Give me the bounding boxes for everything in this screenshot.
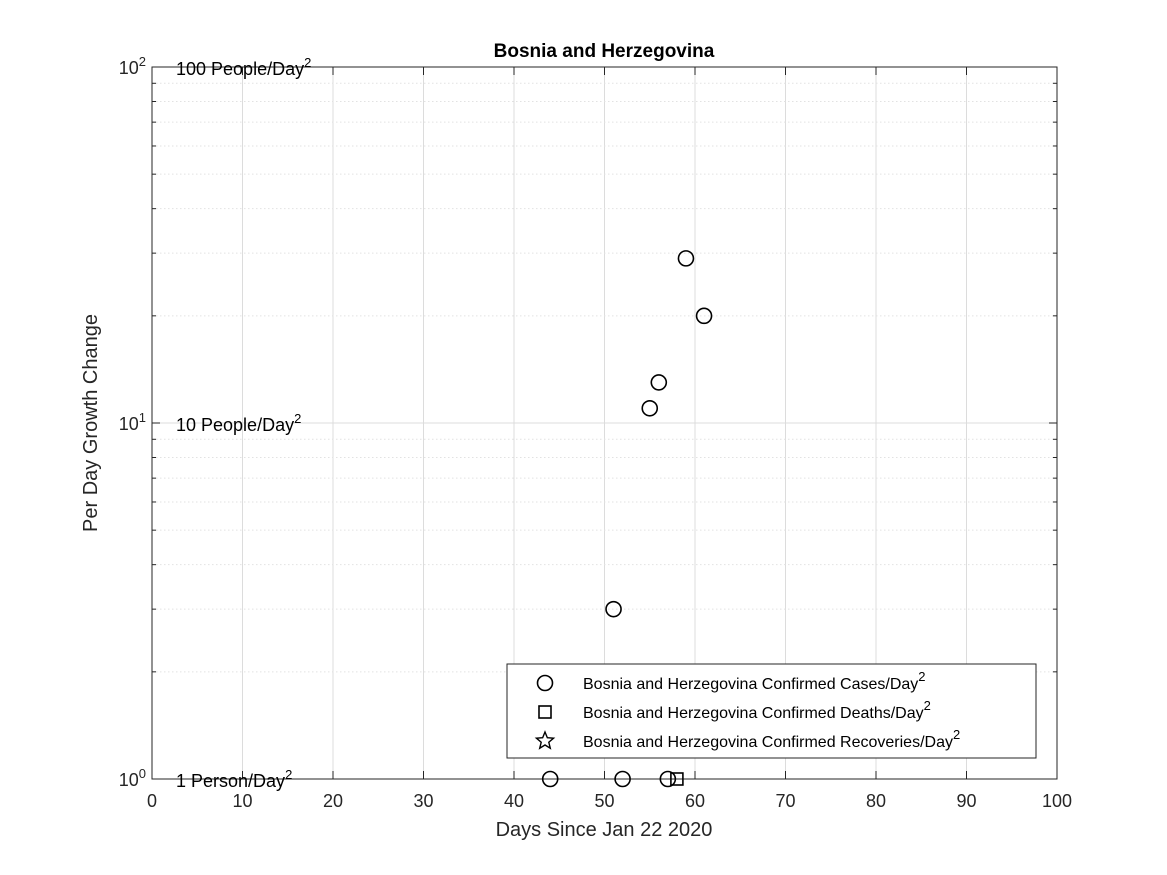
- x-tick-label: 0: [147, 791, 157, 811]
- x-tick-label: 90: [956, 791, 976, 811]
- confirmed-cases-point: [541, 770, 559, 788]
- y-tick-label: 100: [119, 766, 146, 790]
- confirmed-cases-point: [614, 770, 631, 788]
- data-points: [541, 250, 713, 788]
- square-marker-icon: [538, 705, 552, 719]
- grid: [152, 67, 1057, 779]
- x-tick-label: 40: [504, 791, 524, 811]
- x-tick-label: 80: [866, 791, 886, 811]
- y-tick-label: 102: [119, 54, 146, 78]
- confirmed-cases-point: [677, 250, 695, 267]
- legend: Bosnia and Herzegovina Confirmed Cases/D…: [506, 663, 1037, 759]
- legend-entry-label: Bosnia and Herzegovina Confirmed Recover…: [583, 727, 960, 751]
- reference-label: 100 People/Day2: [176, 55, 311, 79]
- x-axis-label: Days Since Jan 22 2020: [496, 819, 713, 841]
- confirmed-cases-point: [641, 399, 659, 417]
- confirmed-cases-point: [605, 600, 622, 618]
- confirmed-cases-point: [659, 770, 677, 788]
- legend-entry-label: Bosnia and Herzegovina Confirmed Deaths/…: [583, 698, 931, 722]
- x-tick-label: 30: [413, 791, 433, 811]
- ticks: 0 10 20 30 40 50 60 70 80 90 100 100 101 102: [119, 54, 1072, 811]
- reference-label: 10 People/Day2: [176, 411, 301, 435]
- legend-entry-label: Bosnia and Herzegovina Confirmed Cases/D…: [583, 669, 926, 693]
- y-axis-label: Per Day Growth Change: [80, 314, 102, 532]
- chart-title: Bosnia and Herzegovina: [494, 41, 715, 62]
- confirmed-cases-point: [650, 374, 668, 391]
- x-tick-label: 50: [594, 791, 614, 811]
- confirmed-cases-point: [695, 307, 713, 325]
- y-tick-label: 101: [119, 410, 146, 434]
- x-tick-label: 70: [775, 791, 795, 811]
- star-marker-icon: [534, 730, 556, 750]
- legend-box: [506, 663, 1037, 759]
- x-tick-label: 20: [323, 791, 343, 811]
- circle-marker-icon: [536, 674, 554, 692]
- x-tick-label: 10: [232, 791, 252, 811]
- x-tick-label: 100: [1042, 791, 1072, 811]
- annotations: 1 Person/Day2 10 People/Day2 100 People/Da…: [176, 55, 311, 791]
- confirmed-deaths-point: [670, 772, 684, 786]
- x-tick-label: 60: [685, 791, 705, 811]
- reference-label: 1 Person/Day2: [176, 767, 292, 791]
